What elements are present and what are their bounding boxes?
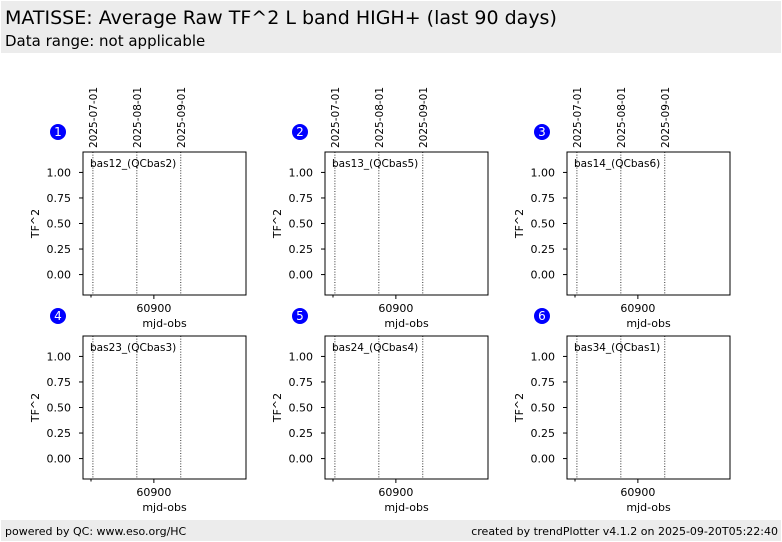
y-tick-label: 0.50	[531, 218, 556, 231]
y-tick-label: 1.00	[531, 166, 556, 179]
x-tick-label: 60900	[620, 486, 655, 499]
y-axis-label: TF^2	[513, 209, 526, 239]
date-marker-label: 2025-07-01	[88, 87, 100, 148]
date-marker-label: 2025-08-01	[132, 87, 144, 148]
x-axis-label: mjd-obs	[384, 501, 429, 514]
y-tick-label: 0.75	[47, 192, 72, 205]
y-tick-label: 0.25	[531, 427, 556, 440]
panel-number-label: 5	[296, 309, 304, 323]
y-tick-label: 0.50	[289, 402, 314, 415]
panel-number-label: 3	[538, 125, 546, 139]
chart-panel-4: 4 0.00 0.25 0.50 0.75 1.00 60900 mjd-obs TF^2 bas…	[29, 308, 247, 514]
y-axis-label: TF^2	[513, 393, 526, 423]
y-tick-label: 0.75	[531, 192, 556, 205]
panel-number-marker	[50, 308, 66, 324]
plot-frame	[566, 151, 731, 296]
x-tick-label: 60900	[378, 486, 413, 499]
x-axis-label: mjd-obs	[384, 317, 429, 330]
y-axis-label: TF^2	[29, 393, 42, 423]
y-tick-label: 0.25	[531, 243, 556, 256]
x-tick-label: 60900	[136, 302, 171, 315]
y-axis-label: TF^2	[271, 393, 284, 423]
y-tick-label: 0.25	[47, 243, 72, 256]
chart-panel-1: 1 2025-07-01 2025-08-01 2025-09-01 0.00 0.25 0…	[29, 87, 247, 330]
y-tick-label: 1.00	[531, 350, 556, 363]
footer-bar: powered by QC: www.eso.org/HC created by…	[1, 520, 781, 541]
y-tick-label: 0.50	[289, 218, 314, 231]
y-tick-label: 0.75	[531, 376, 556, 389]
y-axis-label: TF^2	[271, 209, 284, 239]
panel-number-label: 2	[296, 125, 304, 139]
date-marker-label: 2025-07-01	[330, 87, 342, 148]
panel-number-marker	[534, 124, 550, 140]
panel-series-label: bas12_(QCbas2)	[90, 158, 176, 170]
chart-panel-5: 5 0.00 0.25 0.50 0.75 1.00 60900 mjd-obs TF^2 bas…	[271, 308, 489, 514]
y-tick-label: 0.00	[289, 453, 314, 466]
y-tick-label: 0.50	[47, 402, 72, 415]
panel-series-label: bas23_(QCbas3)	[90, 342, 176, 354]
panel-series-label: bas13_(QCbas5)	[332, 158, 418, 170]
y-tick-label: 0.75	[47, 376, 72, 389]
plot-frame	[324, 151, 489, 296]
chart-panel-3: 3 2025-07-01 2025-08-01 2025-09-01 0.00 0.25 0…	[513, 87, 731, 330]
y-tick-label: 0.00	[531, 269, 556, 282]
chart-panel-2: 2 2025-07-01 2025-08-01 2025-09-01 0.00 0.25 0…	[271, 87, 489, 330]
chart-panel-6: 6 0.00 0.25 0.50 0.75 1.00 60900 mjd-obs TF^2 bas…	[513, 308, 731, 514]
x-tick-label: 60900	[378, 302, 413, 315]
x-tick-label: 60900	[136, 486, 171, 499]
panel-number-label: 4	[54, 309, 62, 323]
panel-series-label: bas14_(QCbas6)	[574, 158, 660, 170]
footer-created: created by trendPlotter v4.1.2 on 2025-0…	[471, 525, 778, 538]
plot-frame	[324, 335, 489, 480]
date-marker-label: 2025-08-01	[374, 87, 386, 148]
y-tick-label: 1.00	[289, 350, 314, 363]
y-tick-label: 0.25	[289, 427, 314, 440]
date-marker-label: 2025-09-01	[660, 87, 672, 148]
y-tick-label: 0.50	[531, 402, 556, 415]
x-axis-label: mjd-obs	[142, 501, 187, 514]
panel-number-marker	[292, 124, 308, 140]
panel-series-label: bas24_(QCbas4)	[332, 342, 418, 354]
x-axis-label: mjd-obs	[626, 501, 671, 514]
panel-number-label: 6	[538, 309, 546, 323]
y-axis-label: TF^2	[29, 209, 42, 239]
y-tick-label: 0.75	[289, 376, 314, 389]
y-tick-label: 1.00	[289, 166, 314, 179]
plot-frame	[566, 335, 731, 480]
x-tick-label: 60900	[620, 302, 655, 315]
y-tick-label: 0.00	[531, 453, 556, 466]
page-title: MATISSE: Average Raw TF^2 L band HIGH+ (…	[5, 7, 557, 29]
y-tick-label: 0.00	[289, 269, 314, 282]
panel-number-marker	[292, 308, 308, 324]
date-marker-label: 2025-08-01	[616, 87, 628, 148]
y-tick-label: 0.75	[289, 192, 314, 205]
footer-credit: powered by QC: www.eso.org/HC	[5, 525, 187, 538]
y-tick-label: 1.00	[47, 166, 72, 179]
y-tick-label: 0.00	[47, 453, 72, 466]
page-subtitle: Data range: not applicable	[5, 32, 206, 50]
panel-number-marker	[50, 124, 66, 140]
plot-frame	[82, 335, 247, 480]
x-axis-label: mjd-obs	[626, 317, 671, 330]
date-marker-label: 2025-07-01	[572, 87, 584, 148]
y-tick-label: 0.00	[47, 269, 72, 282]
panel-number-label: 1	[54, 125, 62, 139]
y-tick-label: 1.00	[47, 350, 72, 363]
panel-number-marker	[534, 308, 550, 324]
y-tick-label: 0.25	[289, 243, 314, 256]
panel-series-label: bas34_(QCbas1)	[574, 342, 660, 354]
y-tick-label: 0.25	[47, 427, 72, 440]
y-tick-label: 0.50	[47, 218, 72, 231]
date-marker-label: 2025-09-01	[176, 87, 188, 148]
x-axis-label: mjd-obs	[142, 317, 187, 330]
header-bar: MATISSE: Average Raw TF^2 L band HIGH+ (…	[1, 1, 781, 53]
plot-frame	[82, 151, 247, 296]
date-marker-label: 2025-09-01	[418, 87, 430, 148]
